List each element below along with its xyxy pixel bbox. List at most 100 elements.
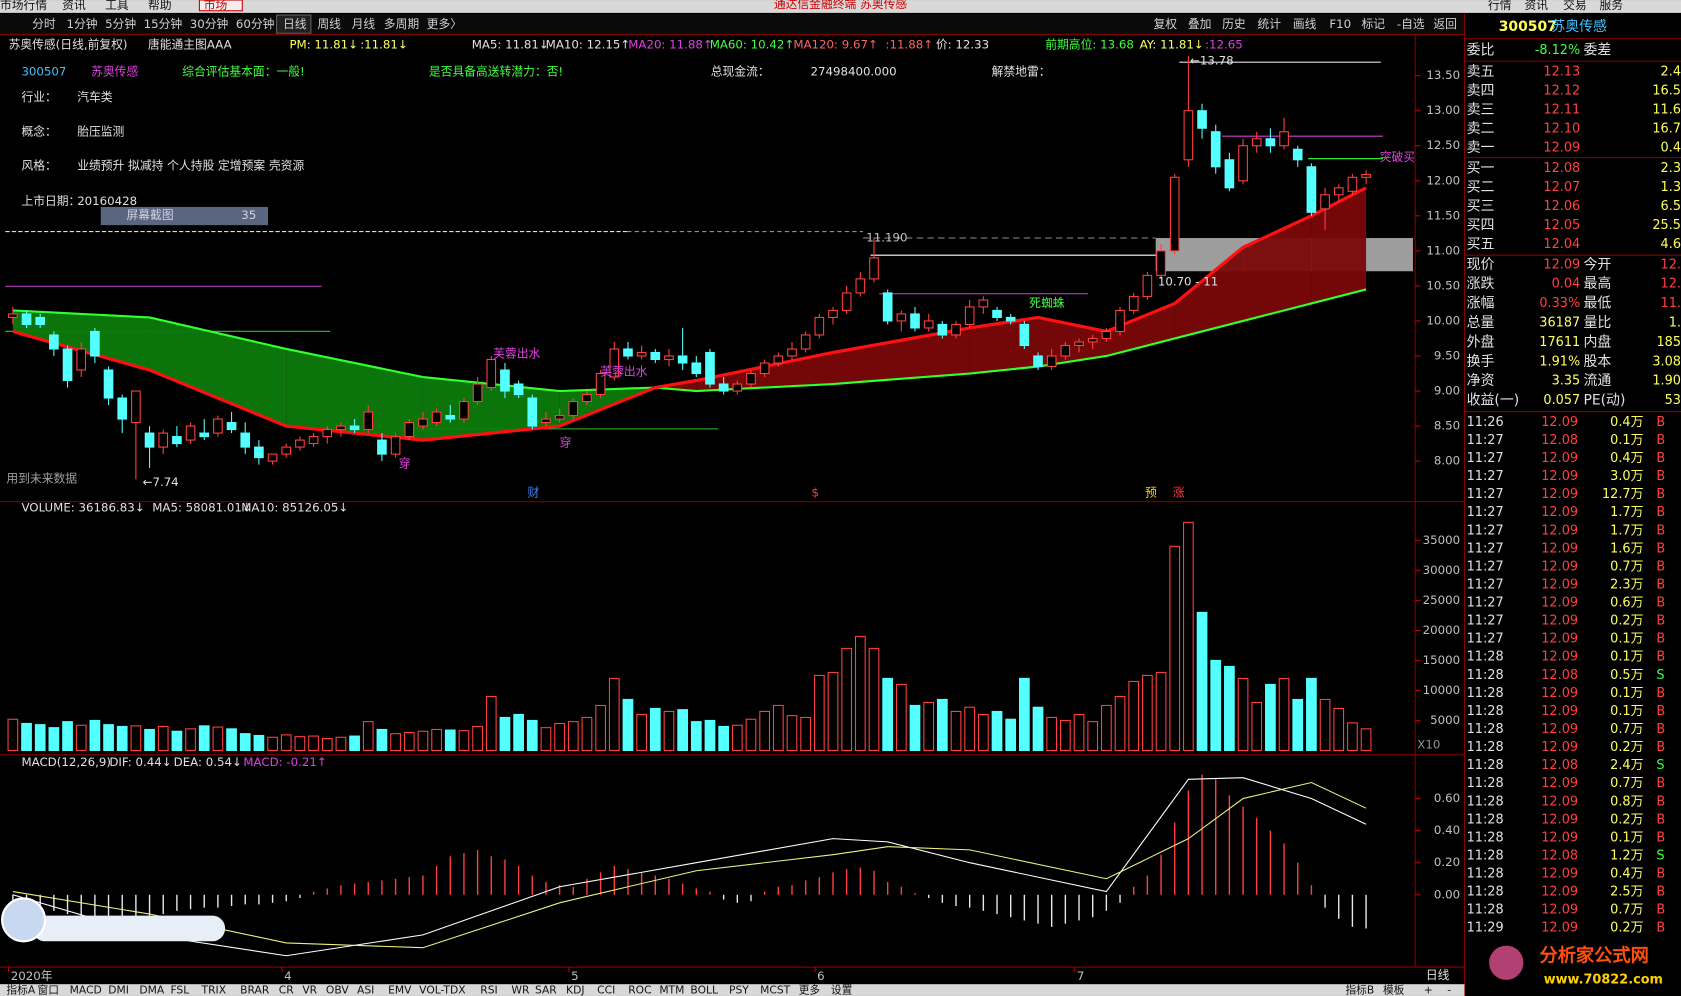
indicator-tab[interactable]: SAR [535,984,557,996]
indicator-tab[interactable]: MACD [70,984,102,996]
tool-button[interactable]: -自选 [1397,17,1425,31]
indicator-tab[interactable]: 设置 [831,984,853,996]
indicator-tab[interactable]: ROC [628,984,651,996]
candle-body [1251,138,1262,147]
indicator-tab[interactable]: MTM [659,984,684,996]
trade-side: B [1656,541,1665,556]
period-button[interactable]: 多周期 [384,17,419,31]
candle-body [459,401,469,420]
period-button[interactable]: 分时 [32,17,56,31]
indicator-tab[interactable]: KDJ [566,984,584,996]
book-price: 12.05 [1543,218,1580,233]
trade-time: 11:28 [1467,650,1504,665]
candle-body [472,383,483,403]
indicator-tab[interactable]: ASI [357,984,374,996]
indicator-tab[interactable]: + [1424,984,1433,996]
indicator-tab[interactable]: CCI [597,984,615,996]
volume-bar [540,727,552,752]
tool-button[interactable]: 画线 [1293,17,1317,31]
candle-body [718,383,729,392]
float-toolbar-icon[interactable] [1,897,47,943]
trade-time: 11:28 [1467,903,1504,918]
volume-bar [130,725,142,752]
candle-body [363,411,374,431]
period-button[interactable]: 5分钟 [105,17,136,31]
y-tick-label: 9.00 [1434,384,1460,398]
indicator-tab[interactable]: DMA [139,984,165,996]
window-tab[interactable]: 服务 [1600,0,1624,12]
indicator-tab[interactable]: 指标A [6,984,35,996]
volume-bar [280,734,292,752]
trade-time: 11:28 [1467,867,1504,882]
indicator-tab[interactable]: 更多 [799,984,821,996]
indicator-tab[interactable]: VR [302,984,317,996]
tool-button[interactable]: 叠加 [1188,17,1212,31]
period-button[interactable]: 周线 [317,17,341,31]
menu-item[interactable]: 工具 [105,0,129,12]
trade-time: 11:28 [1467,794,1504,809]
menu-item[interactable]: 市场 [204,0,228,12]
period-button[interactable]: 1分钟 [66,17,97,31]
indicator-tab[interactable]: EMV [388,984,412,996]
tool-button[interactable]: 历史 [1222,17,1246,31]
y-tick-label: 0.00 [1434,887,1460,901]
ma-cloud [1174,247,1244,339]
volume-bar [759,710,771,752]
volume-bar [253,734,265,752]
trade-volume: 0.1万 [1610,686,1643,701]
indicator-tab[interactable]: MCST [760,984,791,996]
window-tab[interactable]: 交易 [1563,0,1587,12]
tool-button[interactable]: 返回 [1433,17,1457,31]
period-button[interactable]: 30分钟 [190,17,229,31]
indicator-tab[interactable]: TRIX [201,984,227,996]
tool-button[interactable]: 统计 [1258,17,1282,31]
period-button[interactable]: 月线 [352,17,376,31]
stat-label: 换手 [1467,353,1495,370]
indicator-tab[interactable]: FSL [170,984,189,996]
indicator-tab[interactable]: VOL-TDX [419,984,466,996]
menu-item[interactable]: 市场行情 [0,0,47,12]
candle-body [240,432,251,448]
x-tick-label: 6 [817,969,825,983]
tool-button[interactable]: F10 [1329,17,1351,31]
period-button[interactable]: 日线 [283,17,307,31]
indicator-tab[interactable]: WR [511,984,530,996]
indicator-tab[interactable]: PSY [729,984,749,996]
indicator-tab[interactable]: 指标B [1345,984,1374,996]
candle-body [923,320,934,329]
candle-body [35,316,46,325]
window-tab[interactable]: 资讯 [1524,0,1548,12]
menu-item[interactable]: 帮助 [148,0,172,12]
period-button[interactable]: 更多〉 [427,17,462,31]
volume-bar [663,710,675,752]
period-button[interactable]: 60分钟 [236,17,275,31]
stat-label: 流通 [1583,373,1611,389]
indicator-tab[interactable]: 模板 [1383,984,1405,996]
tool-button[interactable]: 复权 [1154,17,1178,31]
screenshot-label[interactable]: 屏幕截图 [127,208,174,222]
candle-body [1142,274,1153,297]
indicator-tab[interactable]: OBV [326,984,349,996]
stat-value: 1.90 [1652,374,1681,389]
y-tick-label: 9.50 [1434,348,1460,362]
indicator-tab[interactable]: 窗口 [38,984,59,996]
window-tab[interactable]: 行情 [1488,0,1512,12]
annotation: ←7.74 [143,475,179,489]
volume-bar [431,728,442,752]
indicator-tab[interactable]: DMI [108,984,129,996]
candle-body [882,292,893,322]
volume-scale: X10 [1417,738,1440,752]
period-button[interactable]: 15分钟 [144,17,183,31]
indicator-tab[interactable]: BOLL [690,984,718,996]
candle-body [76,348,87,371]
indicator-tab[interactable]: CR [279,984,294,996]
tool-button[interactable]: 标记 [1362,17,1386,31]
indicator-tab[interactable]: BRAR [240,984,270,996]
trade-time: 11:28 [1467,830,1504,845]
trade-time: 11:28 [1467,740,1504,755]
indicator-tab[interactable]: RSI [480,984,497,996]
trade-price: 12.09 [1541,686,1578,701]
indicator-tab[interactable]: - [1447,984,1451,996]
candle-body [90,330,100,357]
menu-item[interactable]: 资讯 [62,0,86,12]
